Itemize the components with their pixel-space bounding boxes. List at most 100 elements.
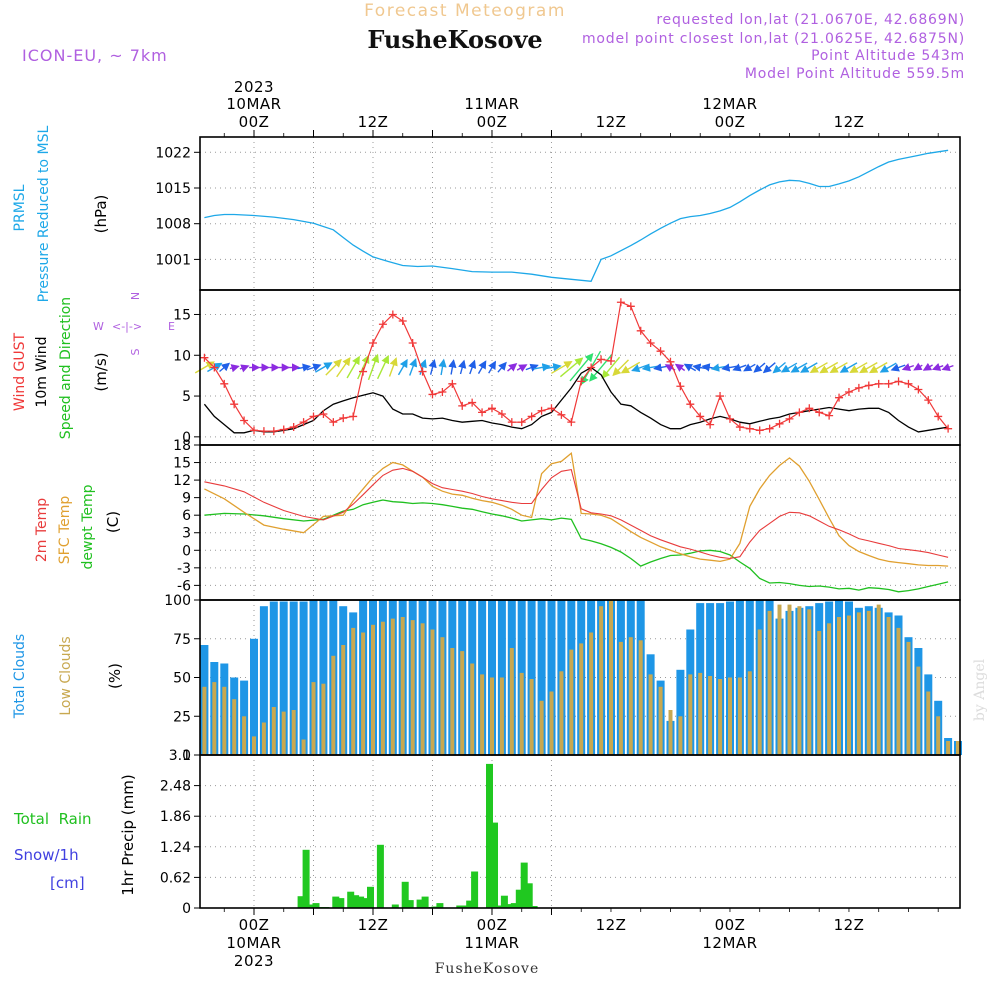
wind-direction-arrow — [913, 362, 923, 371]
low-cloud-bar — [380, 621, 385, 755]
bottom-axis-year: 2023 — [234, 952, 274, 970]
temp-label-sfc: SFC Temp — [57, 496, 73, 565]
low-cloud-bar — [261, 722, 266, 755]
wind-gust-marker — [606, 356, 615, 365]
wind-gust-marker — [507, 418, 516, 427]
chart-subtitle: Forecast Meteogram — [364, 1, 566, 21]
rain-bar — [466, 900, 474, 908]
wind-gust-marker — [478, 408, 487, 417]
wind-gust-marker — [825, 411, 834, 420]
clouds-label-low: Low Clouds — [58, 636, 74, 715]
wind-gust-marker — [666, 357, 675, 366]
pressure-line — [204, 149, 949, 282]
wind-direction-arrow — [601, 356, 621, 379]
wind-speed-line — [203, 366, 949, 434]
low-cloud-bar — [341, 645, 346, 755]
rain-bar — [332, 896, 340, 908]
low-cloud-bar — [599, 606, 604, 755]
low-cloud-bar — [807, 609, 812, 755]
low-cloud-bar — [936, 716, 941, 756]
wind-gust-marker — [805, 404, 814, 413]
wind-direction-arrow — [448, 359, 457, 375]
wind-gust-marker — [567, 418, 576, 427]
wind-gust-marker — [418, 367, 427, 376]
low-cloud-bar — [618, 641, 623, 755]
chart-title: FusheKosove — [367, 25, 542, 54]
low-cloud-bar — [390, 618, 395, 755]
wind-unit: (m/s) — [92, 352, 110, 391]
low-cloud-bar — [480, 674, 485, 755]
wind-direction-arrow — [477, 360, 487, 374]
watermark: by Angel — [972, 658, 988, 721]
bottom-axis-hour-12z-12mar: 12Z — [834, 916, 865, 934]
precip-unit: 1hr Precip (mm) — [119, 774, 137, 895]
wind-direction-arrow — [229, 364, 240, 373]
wind-direction-arrow — [901, 363, 915, 372]
wind-gust-marker — [874, 379, 883, 388]
precip-ytick-label: 3.1 — [169, 748, 191, 764]
low-cloud-bar — [728, 677, 732, 755]
wind-direction-arrow — [868, 361, 888, 374]
wind-direction-arrow — [780, 362, 798, 373]
bottom-axis-hour-00z-12mar: 00Z — [715, 916, 746, 934]
top-axis-date-11mar: 11MAR — [464, 95, 519, 113]
wind-gust-marker — [884, 379, 893, 388]
low-cloud-bar — [896, 627, 901, 755]
temp-unit: (C) — [104, 511, 122, 533]
temp-ytick-label: 0 — [182, 543, 191, 559]
rain-bar — [461, 905, 469, 908]
wind-gust-marker — [269, 427, 278, 436]
rain-bar — [530, 906, 538, 908]
point-altitude: Point Altitude 543m — [811, 48, 965, 64]
pressure-unit: (hPa) — [92, 195, 110, 234]
frame-layer — [199, 130, 961, 915]
wind-direction-arrow — [753, 362, 766, 373]
low-cloud-bar — [351, 627, 356, 755]
wind-gust-marker — [656, 347, 665, 356]
wind-gust-marker — [200, 353, 209, 362]
rain-bar — [421, 896, 429, 908]
rain-bar — [302, 849, 310, 908]
wind-gust-marker — [904, 379, 913, 388]
wind-direction-arrow — [336, 356, 351, 378]
temp-ytick-label: 6 — [182, 508, 191, 524]
low-cloud-bar — [519, 672, 524, 755]
low-cloud-bar — [718, 679, 723, 755]
low-cloud-bar — [490, 677, 494, 755]
low-cloud-bar — [638, 640, 643, 755]
rain-bar — [515, 889, 523, 908]
wind-gust-marker — [497, 410, 506, 418]
wind-direction-arrow — [859, 361, 878, 374]
footer-location: FusheKosove — [435, 961, 540, 977]
rain-bar — [357, 896, 365, 908]
wind-direction-arrow — [458, 359, 467, 375]
low-cloud-bar — [847, 615, 851, 755]
precip-ytick-label: 0.62 — [160, 870, 191, 886]
wind-direction-arrow — [941, 363, 954, 371]
rain-bar — [416, 899, 424, 908]
low-cloud-bar — [400, 617, 405, 755]
wind-direction-arrow — [569, 353, 594, 382]
wind-direction-arrow — [497, 361, 507, 373]
wind-ytick-label: 10 — [173, 348, 191, 364]
wind-gust-marker — [309, 412, 318, 421]
data-layer — [194, 149, 962, 908]
wind-direction-arrow — [620, 361, 641, 374]
wind-direction-arrow — [428, 358, 437, 375]
wind-gust-marker — [934, 412, 943, 421]
rain-bar — [510, 903, 518, 908]
compass-north: N — [129, 292, 142, 300]
low-cloud-bar — [777, 604, 782, 755]
wind-direction-arrow — [533, 363, 551, 372]
low-cloud-bar — [470, 663, 475, 755]
wind-gust-marker — [636, 326, 645, 335]
wind-gust-marker — [924, 396, 933, 405]
wind-direction-arrow — [367, 353, 380, 381]
clouds-label-total: Total Clouds — [12, 634, 28, 719]
wind-direction-arrow — [325, 358, 342, 376]
pressure-label-desc: Pressure Reduced to MSL — [36, 125, 52, 302]
wind-gust-marker — [428, 390, 437, 399]
wind-gust-marker — [398, 317, 407, 325]
low-cloud-bar — [856, 612, 861, 755]
